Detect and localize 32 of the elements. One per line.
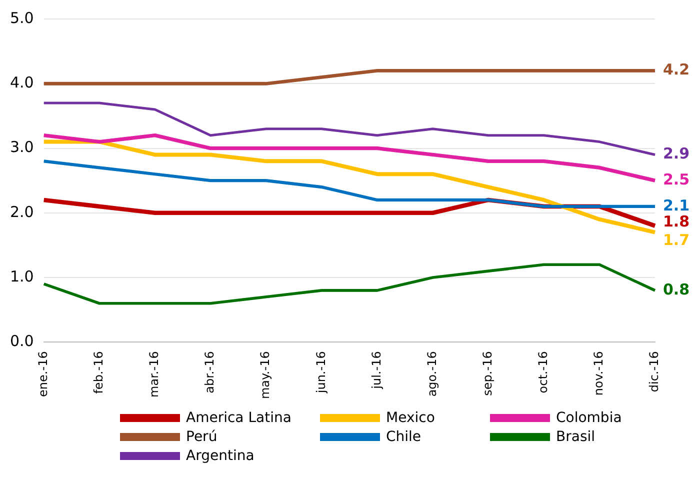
y-tick-label: 0.0 [10, 332, 34, 350]
legend-label: Mexico [386, 410, 435, 426]
x-tick-label: may.-16 [258, 351, 272, 400]
data-label: 2.9 [663, 144, 690, 163]
x-tick-label: mar.-16 [147, 351, 162, 398]
x-tick-label: ene.-16 [36, 351, 50, 397]
legend-label: Perú [186, 429, 218, 445]
x-tick-label: jul.-16 [369, 351, 384, 390]
data-label: 2.1 [663, 196, 690, 214]
y-tick-label: 1.0 [10, 267, 34, 286]
y-tick-label: 4.0 [10, 74, 34, 92]
data-label: 0.8 [663, 280, 690, 298]
x-tick-label: nov.-16 [592, 351, 606, 396]
y-tick-label: 2.0 [10, 202, 34, 221]
y-tick-label: 3.0 [10, 138, 34, 156]
legend-label: Brasil [556, 429, 596, 445]
legend-label: Argentina [186, 448, 254, 464]
legend-label: Colombia [556, 410, 622, 426]
legend-label: America Latina [186, 410, 292, 426]
data-label: 2.5 [663, 170, 690, 188]
x-tick-label: oct.-16 [536, 351, 550, 394]
x-tick-label: feb.-16 [92, 351, 106, 394]
data-label: 4.2 [663, 60, 690, 79]
x-tick-label: abr.-16 [202, 351, 217, 394]
y-tick-label: 5.0 [10, 8, 34, 27]
x-tick-label: ago.-16 [424, 351, 439, 397]
data-label: 1.8 [663, 212, 690, 231]
legend-label: Chile [386, 429, 422, 445]
x-tick-label: dic.-16 [647, 351, 662, 392]
x-tick-label: sep.-16 [480, 351, 494, 396]
x-tick-label: jun.-16 [314, 351, 328, 394]
data-label: 1.7 [663, 231, 690, 250]
